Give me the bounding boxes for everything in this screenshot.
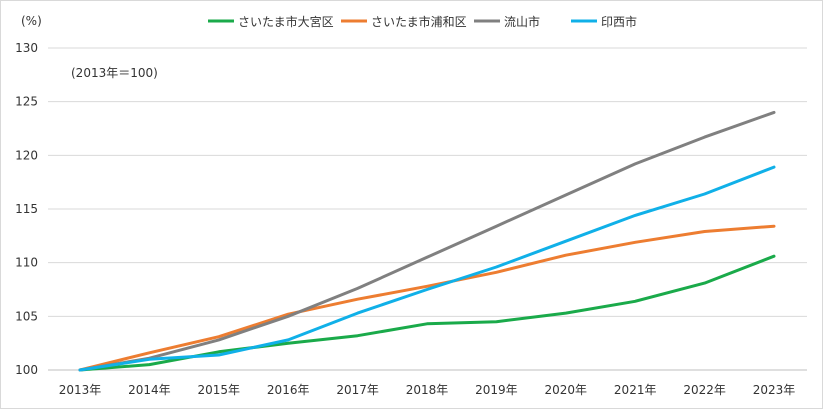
series-lines <box>78 110 776 372</box>
series-line-3 <box>78 110 776 372</box>
x-tick-label: 2021年 <box>614 383 657 397</box>
series-line-2 <box>78 224 776 372</box>
legend-item: 印西市 <box>571 14 637 29</box>
x-tick-label: 2015年 <box>198 383 241 397</box>
y-tick-label: 120 <box>15 148 38 162</box>
y-tick-label: 105 <box>15 309 38 323</box>
y-axis-ticks: 100 105 110 115 120 125 130 <box>15 41 38 377</box>
x-tick-label: 2022年 <box>683 383 726 397</box>
legend-item: さいたま市大宮区 <box>208 14 334 29</box>
legend-item: 流山市 <box>474 14 540 29</box>
legend-label: さいたま市大宮区 <box>238 14 334 29</box>
y-tick-label: 130 <box>15 41 38 55</box>
x-tick-label: 2018年 <box>406 383 449 397</box>
series-line-4 <box>78 165 776 372</box>
x-tick-label: 2017年 <box>336 383 379 397</box>
legend-label: 印西市 <box>601 14 637 29</box>
baseline-note: (2013年＝100) <box>71 66 158 80</box>
legend-item: さいたま市浦和区 <box>341 14 467 29</box>
x-tick-label: 2013年 <box>59 383 102 397</box>
legend: さいたま市大宮区 さいたま市浦和区 流山市 印西市 <box>208 14 637 29</box>
y-tick-label: 110 <box>15 256 38 270</box>
x-axis-ticks: 2013年 2014年 2015年 2016年 2017年 2018年 2019年 2020年… <box>59 383 796 397</box>
gridlines <box>48 47 807 371</box>
y-unit-label: (%) <box>21 14 42 28</box>
x-tick-label: 2020年 <box>545 383 588 397</box>
x-tick-label: 2023年 <box>753 383 796 397</box>
x-tick-label: 2019年 <box>475 383 518 397</box>
legend-label: さいたま市浦和区 <box>371 14 467 29</box>
series-line-1 <box>78 254 776 372</box>
y-tick-label: 115 <box>15 202 38 216</box>
x-tick-label: 2016年 <box>267 383 310 397</box>
x-tick-label: 2014年 <box>128 383 171 397</box>
y-tick-label: 125 <box>15 95 38 109</box>
y-tick-label: 100 <box>15 363 38 377</box>
legend-label: 流山市 <box>504 14 540 29</box>
